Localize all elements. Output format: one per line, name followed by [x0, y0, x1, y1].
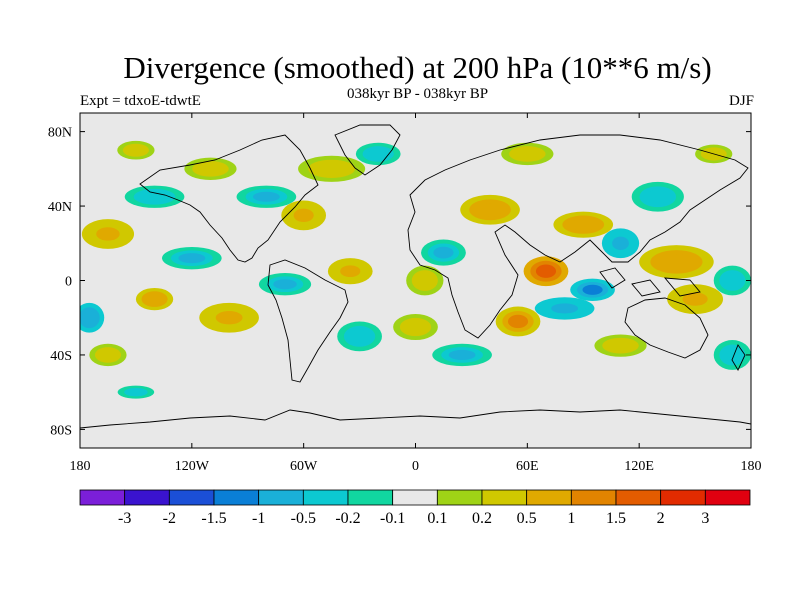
divergence-contour-21-2: [82, 311, 97, 325]
divergence-contour-23-2: [273, 279, 297, 290]
coastline-new-zealand: [731, 344, 746, 371]
colorbar-label: 0.5: [517, 510, 537, 527]
colorbar-label: -1.5: [201, 510, 226, 527]
experiment-label: Expt = tdxoE-tdwtE: [80, 93, 201, 109]
colorbar: -3 -2 -1.5 -1 -0.5 -0.2 -0.1 0.1 0.2 0.5 1 1.5 2 3: [79, 489, 751, 527]
colorbar-label: -2: [163, 510, 176, 527]
divergence-contour-26-2: [646, 190, 670, 204]
coastline-australia: [624, 297, 709, 359]
divergence-contour-11-2: [416, 273, 434, 288]
divergence-contour-10-2: [340, 265, 361, 278]
colorbar-swatch: [704, 489, 751, 506]
coastline-antarctica: [80, 409, 751, 429]
divergence-contour-22-2: [178, 253, 206, 264]
coastline-eurasia-africa: [407, 134, 749, 339]
colorbar-label: 3: [701, 510, 709, 527]
divergence-contour-4-2: [682, 292, 708, 306]
colorbar-swatch: [124, 489, 170, 506]
colorbar-label: 0.1: [427, 510, 447, 527]
map-axes: 180 120W 60W 0 60E 120E 180 80N 40N 0 40S 80S: [48, 113, 762, 474]
colorbar-swatch: [347, 489, 394, 506]
x-tick-label: 180: [70, 459, 91, 474]
colorbar-swatch: [392, 489, 438, 506]
colorbar-swatch: [570, 489, 617, 506]
y-tick-label: 80N: [48, 126, 72, 141]
divergence-contour-0-2: [535, 264, 557, 278]
y-tick-label: 40N: [48, 200, 72, 215]
coastline-greenland: [334, 124, 401, 176]
y-tick-label: 40S: [50, 349, 72, 364]
colorbar-swatch: [481, 489, 528, 506]
divergence-contour-17-2: [515, 148, 540, 159]
colorbar-swatch: [168, 489, 215, 506]
colorbar-label: 0.2: [472, 510, 492, 527]
colorbar-swatch: [302, 489, 349, 506]
divergence-contour-6-2: [476, 203, 504, 217]
colorbar-swatch: [526, 489, 572, 506]
divergence-contour-30-2: [349, 329, 370, 344]
divergence-contour-32-2: [124, 387, 148, 397]
colorbar-label: -0.2: [335, 510, 360, 527]
x-tick-label: 0: [412, 459, 419, 474]
divergence-contour-19-2: [612, 236, 629, 250]
divergence-contour-15-2: [608, 340, 633, 351]
divergence-contour-14-2: [405, 321, 426, 333]
coastline-north-america: [139, 134, 319, 263]
colorbar-swatch: [213, 489, 260, 506]
divergence-contour-2-2: [569, 218, 597, 231]
y-tick-label: 0: [65, 275, 72, 290]
season-label: DJF: [728, 93, 754, 109]
divergence-contour-25-2: [448, 349, 476, 360]
colorbar-swatch: [436, 489, 483, 506]
divergence-contour-20-2: [433, 246, 454, 259]
colorbar-swatch: [79, 489, 126, 506]
x-tick-label: 60W: [290, 459, 318, 474]
divergence-contour-33-2: [368, 148, 389, 159]
colorbar-label: -1: [252, 510, 265, 527]
divergence-contour-5-2: [96, 227, 120, 241]
divergence-field: [80, 140, 751, 402]
divergence-contour-8-2: [215, 311, 243, 325]
divergence-contour-13-2: [316, 162, 347, 175]
divergence-contour-9-2: [293, 208, 314, 223]
divergence-contour-34-2: [127, 146, 145, 155]
colorbar-label: 2: [657, 510, 665, 527]
colorbar-label: -0.1: [380, 510, 405, 527]
divergence-contour-12-2: [99, 349, 117, 360]
continent-outlines: [80, 124, 751, 429]
divergence-contour-18-2: [582, 284, 603, 295]
colorbar-label: 1: [567, 510, 575, 527]
colorbar-label: 1.5: [606, 510, 626, 527]
coastline-indonesia: [599, 267, 701, 297]
divergence-contour-29-2: [551, 303, 579, 314]
coastline-south-america: [267, 259, 349, 383]
divergence-contour-3-2: [659, 254, 694, 270]
divergence-contour-28-2: [723, 273, 741, 288]
colorbar-swatch: [615, 489, 662, 506]
x-tick-label: 180: [741, 459, 762, 474]
x-tick-label: 120W: [175, 459, 210, 474]
map-subtitle: 038kyr BP - 038kyr BP: [346, 86, 489, 102]
divergence-contour-7-2: [146, 294, 163, 305]
divergence-contour-1-2: [507, 314, 529, 329]
map-title: Divergence (smoothed) at 200 hPa (10**6 …: [123, 50, 712, 85]
x-tick-label: 120E: [624, 459, 654, 474]
colorbar-label: -0.5: [291, 510, 316, 527]
divergence-contour-31-2: [723, 348, 741, 362]
colorbar-swatch: [660, 489, 706, 506]
x-tick-label: 60E: [516, 459, 539, 474]
divergence-contour-16-2: [198, 163, 223, 174]
y-tick-label: 80S: [50, 423, 72, 438]
colorbar-swatch: [258, 489, 304, 506]
colorbar-label: -3: [118, 510, 131, 527]
divergence-contour-24-2: [252, 191, 280, 202]
